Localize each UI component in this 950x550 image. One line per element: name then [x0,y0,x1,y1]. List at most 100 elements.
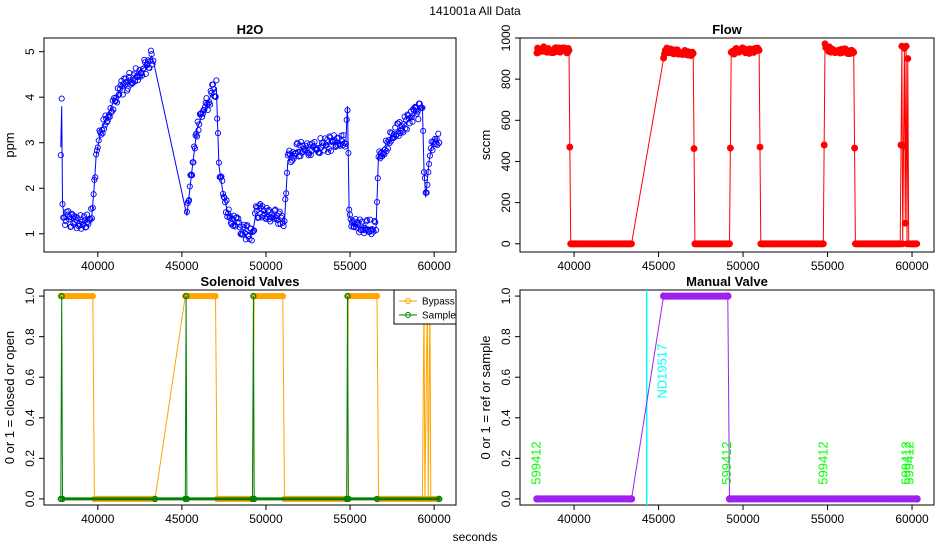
h2o-point [89,204,96,212]
manual-y-axis-label: 0 or 1 = ref or sample [478,336,493,460]
h2o-point [217,174,224,181]
h2o-point [249,229,256,236]
solenoid-y-axis-label: 0 or 1 = closed or open [2,331,17,464]
flow-point [902,42,910,50]
solenoid-title: Solenoid Valves [201,274,300,289]
solenoid-point [279,292,286,300]
flow-point [690,145,698,153]
h2o-point [186,183,193,190]
h2o-point [186,197,193,204]
h2o-point [214,130,222,137]
solenoid-y-tick-label: 0.2 [23,450,37,467]
h2o-point [58,95,65,102]
manual-annotation: 599412 [528,441,543,484]
solenoid-point [345,495,352,503]
solenoid-point [59,495,66,503]
flow-y-tick-label: 1000 [499,24,513,51]
h2o-point [204,106,211,114]
h2o-point [77,212,84,219]
solenoid-y-tick-label: 1.0 [23,287,37,304]
flow-point [819,240,827,248]
flow-y-axis-label: sccm [478,130,493,160]
solenoid-series-line [60,296,440,500]
h2o-point [141,56,148,63]
h2o-point [87,216,94,223]
manual-y-tick-label: 0.2 [499,450,513,467]
h2o-point [218,173,225,180]
flow-point [851,144,859,152]
h2o-point [287,159,294,166]
flow-chart: Flow sccm 40000 45000 50000 55000 60000 0 200 400… [478,22,935,273]
h2o-point [196,121,203,128]
flow-y-tick-label: 200 [499,192,513,212]
solenoid-x-tick-label: 40000 [81,512,115,526]
h2o-x-tick-label: 55000 [333,259,367,273]
h2o-point [188,172,196,179]
h2o-point [374,175,381,182]
h2o-point [373,227,380,234]
manual-title: Manual Valve [686,274,768,289]
h2o-point [199,113,206,120]
h2o-point [342,143,349,150]
flow-point [628,240,635,248]
h2o-point [327,147,335,154]
solenoid-point [183,495,191,503]
h2o-y-tick-label: 5 [23,48,37,55]
flow-title: Flow [712,22,742,37]
h2o-point [386,140,393,147]
flow-point [900,142,908,150]
solenoid-x-tick-label: 45000 [165,512,199,526]
flow-point [904,55,912,63]
h2o-point [223,197,230,204]
h2o-point [286,147,293,154]
h2o-point [265,206,272,213]
h2o-point [219,177,226,184]
flow-x-tick-label: 45000 [642,259,676,273]
manual-chart: Manual Valve 0 or 1 = ref or sample 40000 4… [478,274,935,526]
h2o-point [197,110,204,117]
h2o-point [435,130,442,137]
h2o-point [183,208,190,215]
manual-point [627,495,636,503]
flow-point [756,143,764,151]
h2o-y-tick-label: 4 [23,94,37,101]
h2o-point [199,110,206,117]
flow-point [820,141,828,149]
h2o-point [426,160,433,168]
h2o-point [108,108,116,115]
h2o-point [90,191,97,198]
h2o-point [311,138,318,145]
manual-plot-frame [519,289,935,506]
h2o-point [395,132,402,139]
h2o-point [278,212,286,219]
flow-point [850,48,858,56]
solenoid-point [151,495,159,503]
manual-point [724,292,732,300]
h2o-point [206,101,214,108]
flow-x-tick-label: 60000 [895,259,929,273]
h2o-point [212,93,219,100]
flow-y-tick-label: 400 [499,151,513,171]
h2o-point [148,51,155,58]
h2o-point [121,81,129,88]
h2o-x-tick-label: 60000 [417,259,451,273]
h2o-point [83,211,91,218]
h2o-point [364,217,371,224]
h2o-point [409,118,416,125]
flow-point [755,46,763,54]
manual-x-tick-label: 50000 [726,512,760,526]
manual-annotation: 599412 [898,441,913,484]
h2o-point [382,146,389,153]
solenoid-y-tick-label: 0.6 [23,369,37,386]
h2o-x-tick-label: 40000 [81,259,115,273]
h2o-point [420,169,428,176]
solenoid-x-tick-label: 55000 [333,512,367,526]
h2o-point [139,72,146,79]
h2o-point [215,159,222,166]
h2o-point [425,169,432,176]
h2o-x-tick-label: 50000 [249,259,283,273]
legend-entry-label: Bypass [422,297,455,308]
solenoid-point [250,292,257,300]
h2o-x-tick-label: 45000 [165,259,199,273]
